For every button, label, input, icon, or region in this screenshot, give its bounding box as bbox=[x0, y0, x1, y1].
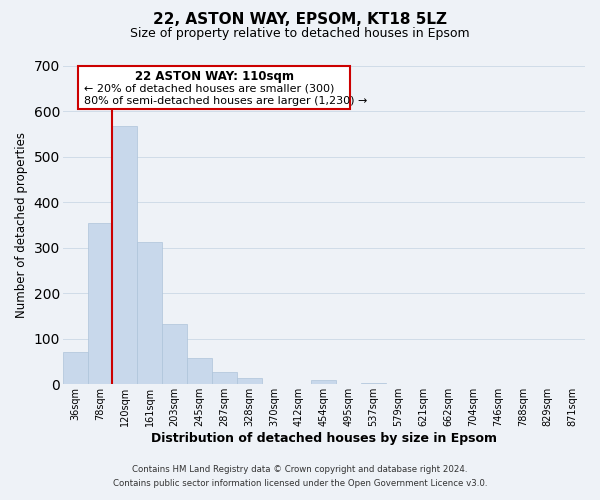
Bar bbox=[187, 358, 212, 384]
X-axis label: Distribution of detached houses by size in Epsom: Distribution of detached houses by size … bbox=[151, 432, 497, 445]
Bar bbox=[361, 383, 386, 384]
Text: Size of property relative to detached houses in Epsom: Size of property relative to detached ho… bbox=[130, 28, 470, 40]
Bar bbox=[212, 372, 237, 384]
Bar bbox=[137, 242, 162, 384]
Bar bbox=[63, 352, 88, 384]
Bar bbox=[237, 378, 262, 384]
FancyBboxPatch shape bbox=[79, 66, 350, 108]
Bar bbox=[88, 222, 112, 384]
Y-axis label: Number of detached properties: Number of detached properties bbox=[15, 132, 28, 318]
Text: 22 ASTON WAY: 110sqm: 22 ASTON WAY: 110sqm bbox=[134, 70, 293, 84]
Text: 80% of semi-detached houses are larger (1,230) →: 80% of semi-detached houses are larger (… bbox=[83, 96, 367, 106]
Bar bbox=[162, 324, 187, 384]
Text: Contains HM Land Registry data © Crown copyright and database right 2024.
Contai: Contains HM Land Registry data © Crown c… bbox=[113, 466, 487, 487]
Text: 22, ASTON WAY, EPSOM, KT18 5LZ: 22, ASTON WAY, EPSOM, KT18 5LZ bbox=[153, 12, 447, 28]
Bar bbox=[112, 126, 137, 384]
Bar bbox=[311, 380, 336, 384]
Text: ← 20% of detached houses are smaller (300): ← 20% of detached houses are smaller (30… bbox=[83, 83, 334, 93]
